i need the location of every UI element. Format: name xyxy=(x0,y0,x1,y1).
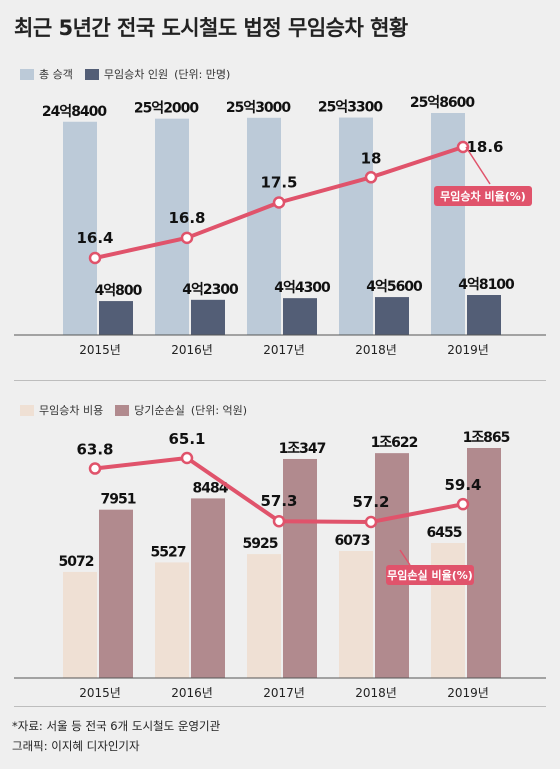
callout-label-bottom: 무임손실 비율(%) xyxy=(387,568,473,582)
legend-swatch-cost xyxy=(20,404,34,416)
legend-label-cost: 무임승차 비용 xyxy=(39,404,104,417)
bar-top-a-2 xyxy=(247,117,281,335)
footer-source: *자료: 서울 등 전국 6개 도시철도 운영기관 xyxy=(12,719,221,733)
bar-label-top-a-2: 25억3000 xyxy=(226,100,292,116)
bar-label-top-b-4: 4억8100 xyxy=(458,277,515,293)
line-point-top-0 xyxy=(88,251,102,265)
line-label-top-0: 16.4 xyxy=(76,229,113,247)
line-point-top-4 xyxy=(456,140,470,154)
x-tick-top-0: 2015년 xyxy=(79,343,121,357)
legend-swatch-loss xyxy=(115,404,130,416)
callout-leader-bottom xyxy=(399,549,411,566)
bar-bottom-b-4 xyxy=(467,448,501,678)
legend-item-total: 총 승객 xyxy=(20,66,73,82)
callout-box-bottom xyxy=(386,565,474,585)
line-point-bottom-1 xyxy=(180,451,194,465)
legend-label-loss: 당기순손실 xyxy=(134,404,185,417)
divider-2 xyxy=(14,706,546,707)
legend-swatch-free xyxy=(84,68,99,80)
bar-top-b-4 xyxy=(467,295,501,335)
x-tick-bottom-4: 2019년 xyxy=(447,686,489,700)
bar-label-bottom-b-3: 1조622 xyxy=(371,435,418,451)
bar-top-b-2 xyxy=(283,298,317,335)
bar-label-bottom-b-1: 8484 xyxy=(193,480,229,496)
bar-bottom-b-0 xyxy=(99,509,133,678)
legend-swatch-total xyxy=(20,68,34,80)
bar-bottom-a-1 xyxy=(155,562,189,678)
line-point-bottom-2 xyxy=(272,514,286,528)
bar-bottom-a-2 xyxy=(247,554,281,678)
line-label-top-4: 18.6 xyxy=(466,138,503,156)
x-tick-bottom-2: 2017년 xyxy=(263,686,305,700)
legend-item-cost: 무임승차 비용 xyxy=(20,402,103,418)
legend-unit-bottom: (단위: 억원) xyxy=(190,404,248,417)
legend-item-loss: 당기순손실 xyxy=(115,402,185,418)
x-tick-top-2: 2017년 xyxy=(263,343,305,357)
legend-item-free: 무임승차 인원 xyxy=(84,66,169,82)
x-tick-bottom-3: 2018년 xyxy=(355,686,397,700)
line-label-bottom-0: 63.8 xyxy=(76,441,113,459)
bar-top-a-3 xyxy=(339,117,373,335)
x-tick-top-3: 2018년 xyxy=(355,343,397,357)
bar-label-top-a-0: 24억8400 xyxy=(42,104,108,120)
bar-label-top-b-2: 4억4300 xyxy=(274,280,331,296)
bar-label-top-b-0: 4억800 xyxy=(95,283,143,299)
bar-top-b-3 xyxy=(375,297,409,335)
bar-top-a-1 xyxy=(155,118,189,335)
callout-label-top: 무임승차 비율(%) xyxy=(440,189,526,203)
chart-title: 최근 5년간 전국 도시철도 법정 무임승차 현황 xyxy=(14,16,408,40)
line-label-top-3: 18 xyxy=(361,149,382,167)
line-point-bottom-4 xyxy=(456,497,470,511)
bar-label-top-b-3: 4억5600 xyxy=(366,279,423,295)
legend-label-free: 무임승차 인원 xyxy=(103,68,169,81)
legend-label-total: 총 승객 xyxy=(39,68,73,81)
line-label-bottom-1: 65.1 xyxy=(168,430,205,448)
line-point-top-1 xyxy=(180,231,194,245)
line-label-bottom-4: 59.4 xyxy=(444,476,481,494)
bar-bottom-a-0 xyxy=(63,571,97,678)
x-tick-bottom-1: 2016년 xyxy=(171,686,213,700)
bar-label-bottom-a-2: 5925 xyxy=(243,536,278,552)
bar-label-bottom-b-4: 1조865 xyxy=(463,430,510,446)
bar-bottom-a-3 xyxy=(339,550,373,678)
line-point-top-3 xyxy=(364,171,378,184)
divider-1 xyxy=(14,380,546,381)
bar-label-bottom-b-0: 7951 xyxy=(101,492,136,508)
legend-top: 총 승객 무임승차 인원 (단위: 만명) xyxy=(20,66,230,82)
bar-label-bottom-b-2: 1조347 xyxy=(279,441,326,457)
x-tick-top-4: 2019년 xyxy=(447,343,489,357)
bar-label-top-a-1: 25억2000 xyxy=(134,101,200,117)
bar-bottom-b-2 xyxy=(283,458,317,678)
bar-top-b-1 xyxy=(191,299,225,335)
line-label-top-1: 16.8 xyxy=(168,209,205,227)
bar-bottom-a-4 xyxy=(431,543,465,678)
bar-bottom-b-1 xyxy=(191,498,225,678)
callout-box-top xyxy=(434,186,532,206)
x-tick-bottom-0: 2015년 xyxy=(79,686,121,700)
line-point-top-2 xyxy=(272,196,286,209)
legend-bottom: 무임승차 비용 당기순손실 (단위: 억원) xyxy=(20,402,247,418)
bar-label-bottom-a-4: 6455 xyxy=(427,525,462,541)
bar-label-bottom-a-3: 6073 xyxy=(335,533,370,549)
bar-top-a-0 xyxy=(63,121,97,335)
bar-label-bottom-a-0: 5072 xyxy=(59,554,94,570)
bar-label-top-b-1: 4억2300 xyxy=(182,282,239,298)
line-point-bottom-0 xyxy=(88,462,102,475)
chart-bottom: 5072 7951 2015년 5527 8484 2016년 5925 1조347 2017년… xyxy=(14,430,546,700)
chart-top: 24억8400 4억800 2015년 25억2000 4억2300 2016년 25억30… xyxy=(14,95,546,357)
legend-unit-top: (단위: 만명) xyxy=(174,68,231,81)
bar-top-b-0 xyxy=(99,301,133,335)
line-label-top-2: 17.5 xyxy=(260,174,297,192)
x-tick-top-1: 2016년 xyxy=(171,343,213,357)
callout-leader-top xyxy=(465,146,491,185)
bar-label-top-a-4: 25억8600 xyxy=(410,95,476,111)
line-point-bottom-3 xyxy=(364,515,378,529)
line-label-bottom-2: 57.3 xyxy=(260,492,297,510)
bar-label-bottom-a-1: 5527 xyxy=(151,544,186,560)
footer-credit: 그래픽: 이지혜 디자인기자 xyxy=(12,739,140,753)
bar-label-top-a-3: 25억3300 xyxy=(318,100,384,116)
line-label-bottom-3: 57.2 xyxy=(352,493,389,511)
